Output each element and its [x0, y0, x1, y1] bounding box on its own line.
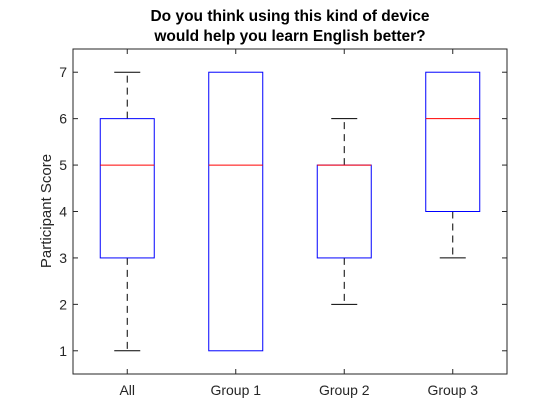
y-tick-label: 6 [59, 111, 67, 127]
chart-title-line-1: Do you think using this kind of device [150, 8, 429, 25]
y-tick-label: 5 [59, 157, 67, 173]
y-tick-label: 1 [59, 343, 67, 359]
x-tick-label-group-1: Group 1 [210, 382, 261, 398]
plot-area: 1 2 3 4 5 6 7 All Group 1 Group 2 Group 3 [59, 48, 508, 398]
y-tick-label: 3 [59, 250, 67, 266]
box-group-1 [208, 71, 264, 352]
x-tick-label-group-3: Group 3 [427, 382, 478, 398]
y-tick-label: 7 [59, 64, 67, 80]
x-tick-label-group-2: Group 2 [319, 382, 370, 398]
box-all [99, 118, 155, 259]
x-tick-label-all: All [119, 382, 135, 398]
box-group-2 [316, 164, 372, 259]
box-group-3 [425, 71, 481, 213]
y-axis-label: Participant Score [38, 154, 55, 268]
y-tick-label: 2 [59, 296, 67, 312]
chart-title: Do you think using this kind of device w… [150, 8, 429, 45]
y-tick-label: 4 [59, 204, 67, 220]
chart-title-line-2: would help you learn English better? [153, 28, 425, 45]
